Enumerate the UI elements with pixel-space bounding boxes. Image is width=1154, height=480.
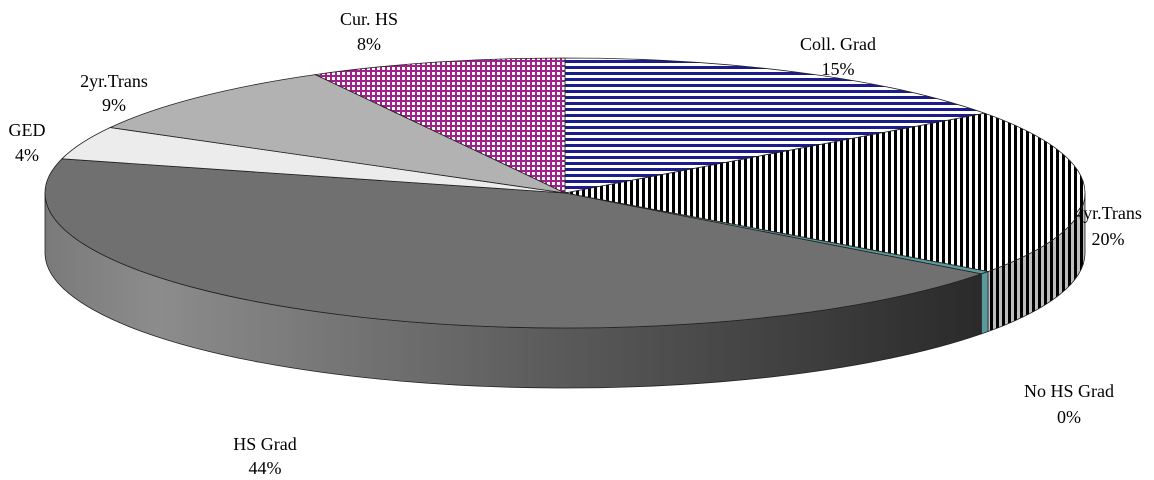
- slice-label-coll-grad: Coll. Grad: [800, 34, 876, 54]
- slice-percent-coll-grad: 15%: [822, 59, 855, 79]
- slice-side-no-hs-grad: [980, 270, 989, 335]
- slice-percent-4yr-trans: 20%: [1092, 229, 1125, 249]
- slice-label-cur-hs: Cur. HS: [340, 9, 398, 29]
- slice-percent-2yr-trans: 9%: [102, 95, 126, 115]
- slice-percent-ged: 4%: [15, 145, 39, 165]
- slice-percent-hs-grad: 44%: [249, 458, 282, 478]
- slice-hs-grad: [44, 158, 983, 329]
- slice-coll-grad: [564, 57, 987, 194]
- slice-percent-no-hs-grad: 0%: [1057, 407, 1081, 427]
- slice-4yr-trans: [564, 112, 1086, 272]
- slice-label-2yr-trans: 2yr.Trans: [80, 71, 148, 91]
- slice-cur-hs: [313, 57, 566, 194]
- pie-slices: [44, 57, 1086, 329]
- slice-label-4yr-trans: 4yr.Trans: [1074, 203, 1142, 223]
- pie-labels: Coll. Grad 15% 4yr.Trans 20% No HS Grad …: [9, 9, 1142, 478]
- slice-label-hs-grad: HS Grad: [233, 434, 297, 454]
- slice-label-ged: GED: [9, 120, 46, 140]
- slice-label-no-hs-grad: No HS Grad: [1024, 381, 1114, 401]
- slice-2yr-trans: [108, 74, 566, 194]
- slice-percent-cur-hs: 8%: [357, 34, 381, 54]
